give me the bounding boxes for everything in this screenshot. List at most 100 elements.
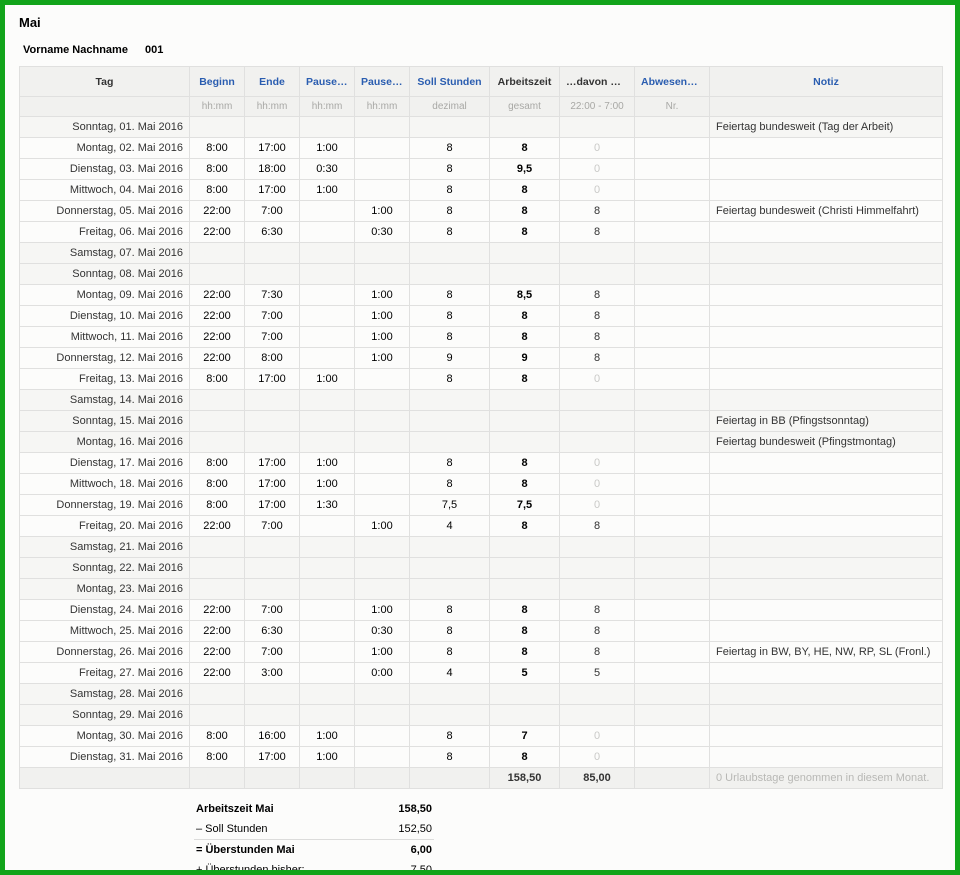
cell (635, 726, 710, 747)
cell (635, 684, 710, 705)
cell: 8 (410, 747, 490, 768)
cell (635, 432, 710, 453)
cell: 9,5 (490, 159, 560, 180)
cell: 8 (490, 516, 560, 537)
cell: 8 (410, 306, 490, 327)
cell: 1:30 (300, 495, 355, 516)
cell: Montag, 16. Mai 2016 (20, 432, 190, 453)
cell: 8:00 (190, 474, 245, 495)
cell: 0 (560, 159, 635, 180)
cell (710, 243, 943, 264)
cell (300, 705, 355, 726)
cell: 8 (410, 201, 490, 222)
cell (410, 684, 490, 705)
table-row: Freitag, 20. Mai 201622:007:001:00488 (20, 516, 943, 537)
cell (560, 264, 635, 285)
cell (635, 369, 710, 390)
cell (635, 222, 710, 243)
cell (190, 432, 245, 453)
cell (710, 285, 943, 306)
cell: Samstag, 14. Mai 2016 (20, 390, 190, 411)
totals-cell: 158,50 (490, 768, 560, 789)
summary-row: + Überstunden bisher:7,50 (194, 860, 434, 875)
cell: 8 (410, 621, 490, 642)
cell (635, 117, 710, 138)
sub-dezimal: dezimal (410, 97, 490, 117)
summary-label: + Überstunden bisher: (196, 864, 305, 875)
cell (490, 411, 560, 432)
cell: 22:00 (190, 663, 245, 684)
cell: 7 (490, 726, 560, 747)
employee-line: Vorname Nachname 001 (23, 44, 943, 56)
cell (710, 579, 943, 600)
cell: 0 (560, 495, 635, 516)
cell (245, 243, 300, 264)
cell: 1:00 (355, 306, 410, 327)
cell (245, 390, 300, 411)
cell (635, 600, 710, 621)
table-row: Mittwoch, 25. Mai 201622:006:300:30888 (20, 621, 943, 642)
cell: 22:00 (190, 600, 245, 621)
cell (190, 411, 245, 432)
cell (300, 327, 355, 348)
cell: 8 (560, 348, 635, 369)
cell: 7:00 (245, 201, 300, 222)
table-row: Samstag, 21. Mai 2016 (20, 537, 943, 558)
cell (710, 306, 943, 327)
cell: Dienstag, 24. Mai 2016 (20, 600, 190, 621)
cell: 8 (410, 222, 490, 243)
cell (355, 558, 410, 579)
summary-value: 6,00 (411, 844, 432, 856)
cell (560, 411, 635, 432)
cell (490, 705, 560, 726)
cell: 8 (560, 306, 635, 327)
totals-cell (355, 768, 410, 789)
cell: 17:00 (245, 138, 300, 159)
sub-hhmm: hh:mm (190, 97, 245, 117)
cell (710, 327, 943, 348)
summary-row: – Soll Stunden152,50 (194, 819, 434, 840)
cell (300, 600, 355, 621)
cell (300, 684, 355, 705)
cell: 5 (490, 663, 560, 684)
app-frame: Mai Vorname Nachname 001 Tag Beginn Ende… (0, 0, 960, 875)
cell: 8 (490, 138, 560, 159)
cell (560, 705, 635, 726)
cell: 22:00 (190, 327, 245, 348)
cell: Mittwoch, 04. Mai 2016 (20, 180, 190, 201)
table-row: Donnerstag, 05. Mai 201622:007:001:00888… (20, 201, 943, 222)
cell (710, 222, 943, 243)
table-row: Samstag, 28. Mai 2016 (20, 684, 943, 705)
cell: Freitag, 13. Mai 2016 (20, 369, 190, 390)
cell (710, 600, 943, 621)
cell: 8 (490, 180, 560, 201)
cell (635, 495, 710, 516)
col-tag: Tag (20, 67, 190, 97)
cell: 0 (560, 180, 635, 201)
cell (190, 243, 245, 264)
cell: 8 (560, 285, 635, 306)
table-row: Montag, 23. Mai 2016 (20, 579, 943, 600)
cell (410, 117, 490, 138)
table-row: Dienstag, 03. Mai 20168:0018:000:3089,50 (20, 159, 943, 180)
col-beginn: Beginn (190, 67, 245, 97)
cell (410, 705, 490, 726)
cell (300, 264, 355, 285)
cell (300, 390, 355, 411)
cell (300, 621, 355, 642)
cell (355, 747, 410, 768)
table-row: Mittwoch, 11. Mai 201622:007:001:00888 (20, 327, 943, 348)
cell: 22:00 (190, 306, 245, 327)
cell: 0 (560, 369, 635, 390)
cell: 8 (410, 369, 490, 390)
cell (245, 579, 300, 600)
cell (710, 516, 943, 537)
cell (355, 453, 410, 474)
cell (190, 390, 245, 411)
table-row: Mittwoch, 04. Mai 20168:0017:001:00880 (20, 180, 943, 201)
cell: 8 (410, 453, 490, 474)
totals-cell: 85,00 (560, 768, 635, 789)
cell (710, 726, 943, 747)
cell (355, 369, 410, 390)
cell (490, 117, 560, 138)
